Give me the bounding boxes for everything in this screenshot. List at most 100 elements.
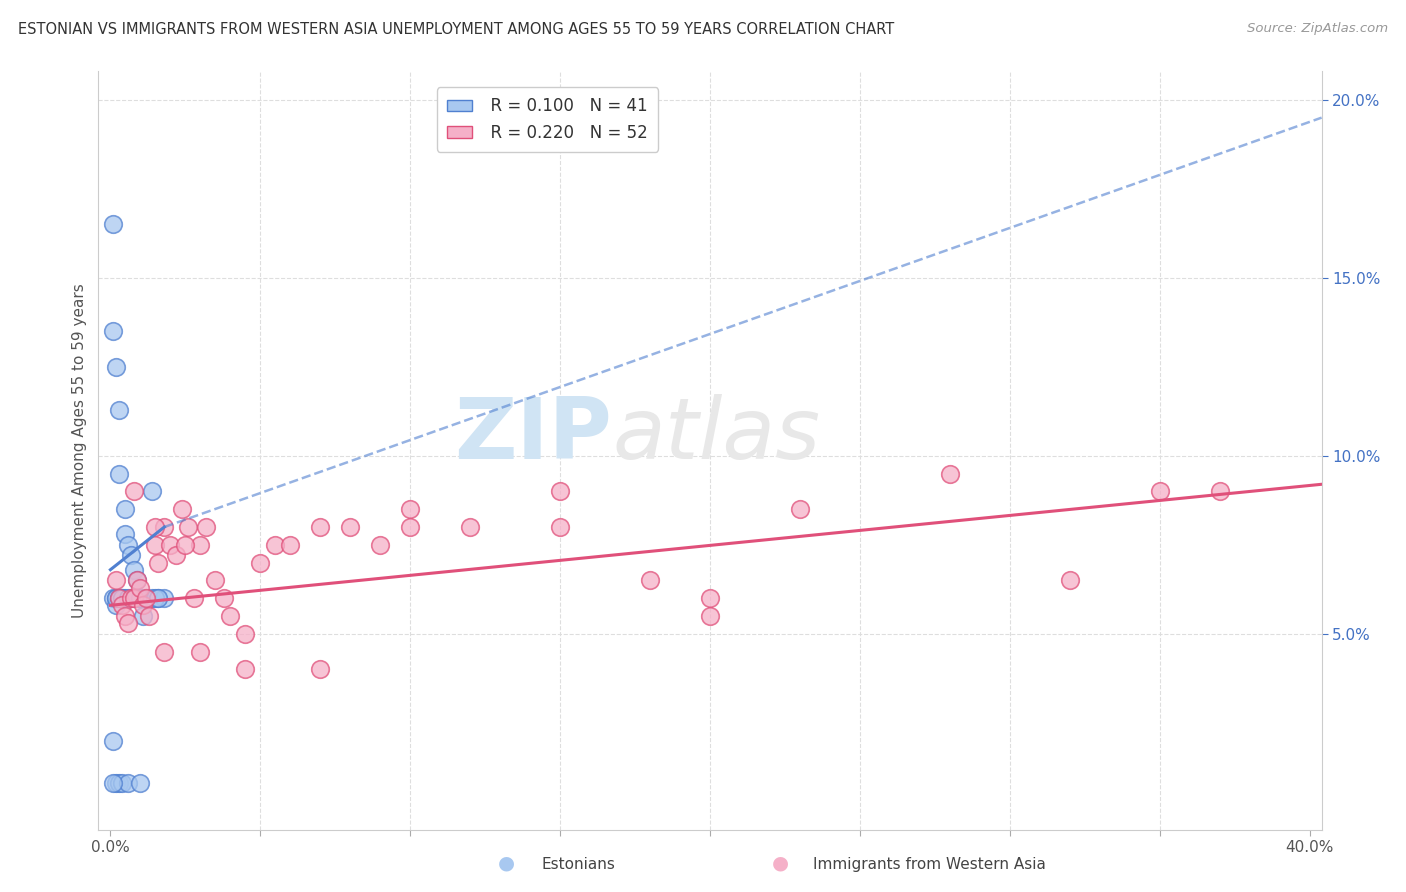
Point [108,591,131,606]
Point [129,581,152,595]
Point [120,549,142,563]
Point [399,520,422,534]
Point [172,502,194,516]
Point [214,591,236,606]
Y-axis label: Unemployment Among Ages 55 to 59 years: Unemployment Among Ages 55 to 59 years [72,283,87,618]
Point [129,591,152,606]
Point [141,484,163,499]
Point [233,627,256,641]
Text: atlas: atlas [612,393,820,477]
Point [233,662,256,676]
Text: Source: ZipAtlas.com: Source: ZipAtlas.com [1247,22,1388,36]
Point [127,574,149,588]
Point [188,644,211,658]
Point [111,591,134,606]
Text: Immigrants from Western Asia: Immigrants from Western Asia [813,857,1046,872]
Point [548,484,571,499]
Point [188,538,211,552]
Point [153,591,176,606]
Point [153,644,176,658]
Point [108,591,131,606]
Point [1149,484,1171,499]
Point [145,520,167,534]
Point [117,776,139,790]
Point [120,591,142,606]
Point [129,591,152,606]
Point [141,591,163,606]
Legend:   R = 0.100   N = 41,   R = 0.220   N = 52: R = 0.100 N = 41, R = 0.220 N = 52 [437,87,658,152]
Point [105,591,128,606]
Point [108,402,131,417]
Point [124,591,146,606]
Point [105,599,128,613]
Point [138,609,160,624]
Point [165,549,187,563]
Point [117,591,139,606]
Point [174,538,197,552]
Point [103,591,125,606]
Text: ZIP: ZIP [454,393,612,477]
Point [148,591,170,606]
Point [699,591,721,606]
Point [638,574,661,588]
Point [111,776,134,790]
Point [103,218,125,232]
Point [368,538,391,552]
Point [120,591,142,606]
Point [124,591,146,606]
Point [145,591,167,606]
Point [135,591,157,606]
Point [458,520,481,534]
Point [105,591,128,606]
Point [108,467,131,481]
Point [219,609,242,624]
Text: ESTONIAN VS IMMIGRANTS FROM WESTERN ASIA UNEMPLOYMENT AMONG AGES 55 TO 59 YEARS : ESTONIAN VS IMMIGRANTS FROM WESTERN ASIA… [18,22,894,37]
Point [111,591,134,606]
Point [114,502,136,516]
Point [1208,484,1230,499]
Point [114,527,136,541]
Point [789,502,811,516]
Point [132,609,155,624]
Point [117,616,139,631]
Point [699,609,721,624]
Point [103,733,125,747]
Point [105,574,128,588]
Point [114,609,136,624]
Point [129,776,152,790]
Point [278,538,301,552]
Point [177,520,200,534]
Point [183,591,205,606]
Point [103,776,125,790]
Point [204,574,226,588]
Point [148,591,170,606]
Text: ●: ● [498,854,515,872]
Point [124,563,146,577]
Point [153,520,176,534]
Point [127,574,149,588]
Point [114,591,136,606]
Point [108,591,131,606]
Point [264,538,287,552]
Point [132,599,155,613]
Point [135,591,157,606]
Point [939,467,962,481]
Point [249,556,271,570]
Point [309,520,332,534]
Point [108,776,131,790]
Point [195,520,218,534]
Point [111,599,134,613]
Point [159,538,181,552]
Point [399,502,422,516]
Point [124,591,146,606]
Text: ●: ● [772,854,789,872]
Point [117,538,139,552]
Text: Estonians: Estonians [541,857,616,872]
Point [1059,574,1081,588]
Point [145,538,167,552]
Point [548,520,571,534]
Point [124,484,146,499]
Point [148,556,170,570]
Point [105,359,128,374]
Point [309,662,332,676]
